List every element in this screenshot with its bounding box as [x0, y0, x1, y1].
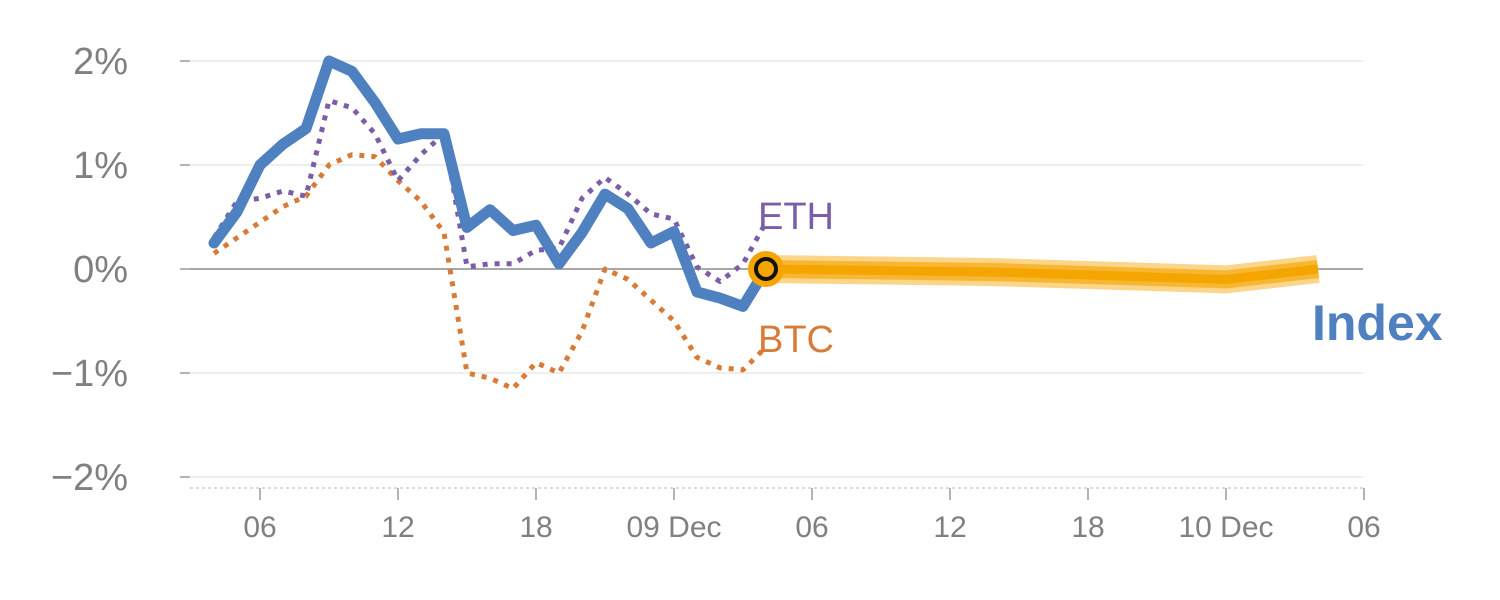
x-tick-label: 12 [381, 511, 414, 544]
x-tick-label: 06 [243, 511, 276, 544]
forecast-line [765, 264, 1319, 284]
y-tick-label: −2% [51, 457, 128, 499]
btc-series-label: BTC [758, 319, 834, 361]
axis-layer: 2% 1% 0% −1% −2% 06 12 18 09 Dec 06 12 18 10 Dec 06 [51, 41, 1381, 544]
index-series-label: Index [1312, 295, 1443, 351]
current-marker [754, 257, 778, 281]
btc-series-line [212, 152, 768, 392]
eth-series-label: ETH [758, 196, 834, 238]
series-layer [208, 55, 772, 392]
index-series-line [208, 55, 772, 312]
x-tick-label: 18 [519, 511, 552, 544]
y-tick-label: 2% [73, 41, 128, 83]
forecast-layer [765, 255, 1320, 294]
marker-layer [748, 251, 784, 287]
x-tick-label: 06 [1347, 511, 1380, 544]
x-tick-label: 12 [933, 511, 966, 544]
x-tick-label: 06 [795, 511, 828, 544]
x-tick-label: 18 [1071, 511, 1104, 544]
y-tick-label: 0% [73, 249, 128, 291]
x-tick-label: 09 Dec [626, 511, 721, 544]
y-tick-label: 1% [73, 145, 128, 187]
y-tick-label: −1% [51, 353, 128, 395]
label-layer: ETH BTC Index [758, 196, 1443, 361]
x-tick-label: 10 Dec [1178, 511, 1273, 544]
